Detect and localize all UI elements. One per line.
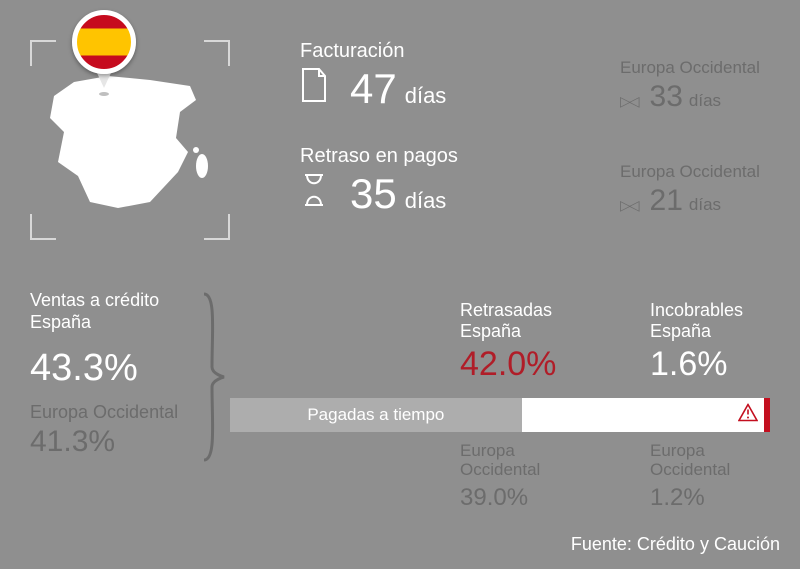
compare-retraso: Europa Occidental ▷◁ 21 días	[620, 162, 760, 218]
spain-map-icon	[40, 52, 220, 232]
late-title: Retrasadas España	[460, 300, 610, 341]
bad-eu-value: 1.2%	[650, 484, 770, 512]
credit-value: 43.3%	[30, 347, 210, 390]
compare-unit: días	[689, 91, 721, 111]
warning-icon	[738, 404, 758, 427]
credit-title-line: España	[30, 312, 91, 332]
text: Europa	[650, 441, 705, 460]
source-prefix: Fuente:	[571, 534, 637, 554]
metric-label: Retraso en pagos	[300, 145, 458, 168]
metric-unit: días	[405, 188, 447, 214]
pin-shadow	[99, 92, 109, 96]
bad-es-block: Incobrables España 1.6%	[650, 300, 770, 384]
compare-arrows-icon: ▷◁	[620, 197, 638, 214]
metric-retraso: Retraso en pagos 35 días	[300, 145, 458, 218]
source-name: Crédito y Caución	[637, 534, 780, 554]
compare-label: Europa Occidental	[620, 162, 760, 182]
credit-title-line: Ventas a crédito	[30, 290, 159, 310]
bar-segment-paid: Pagadas a tiempo	[230, 398, 522, 432]
bar-paid-label: Pagadas a tiempo	[307, 405, 444, 425]
credit-title: Ventas a crédito España	[30, 290, 210, 333]
compare-label: Europa Occidental	[620, 58, 760, 78]
map-frame	[30, 40, 230, 240]
bar-cap	[764, 398, 770, 432]
payment-bar-section: Retrasadas España 42.0% Incobrables Espa…	[230, 300, 770, 512]
bar-bottom-labels: Europa Occidental 39.0% Europa Occidenta…	[230, 442, 770, 511]
bad-es-value: 1.6%	[650, 345, 770, 384]
bad-eu-title: Europa Occidental	[650, 442, 770, 479]
metric-value: 47	[350, 65, 397, 113]
bad-eu-block: Europa Occidental 1.2%	[650, 442, 770, 511]
bar-top-labels: Retrasadas España 42.0% Incobrables Espa…	[230, 300, 770, 384]
late-es-block: Retrasadas España 42.0%	[460, 300, 610, 384]
credit-sub-value: 41.3%	[30, 425, 210, 459]
text: Occidental	[460, 460, 540, 479]
flag-pin	[72, 10, 136, 74]
text: Occidental	[650, 460, 730, 479]
credit-sales-block: Ventas a crédito España 43.3% Europa Occ…	[30, 290, 210, 459]
late-eu-title: Europa Occidental	[460, 442, 610, 479]
document-icon	[300, 67, 328, 108]
compare-value: 33	[650, 80, 683, 114]
payment-bar: Pagadas a tiempo	[230, 398, 770, 432]
compare-unit: días	[689, 195, 721, 215]
late-es-value: 42.0%	[460, 345, 610, 384]
bar-segment-late	[522, 398, 739, 432]
spain-flag-icon	[72, 10, 136, 74]
text: España	[460, 321, 521, 341]
brace-icon	[200, 292, 226, 462]
compare-value: 21	[650, 184, 683, 218]
text: Incobrables	[650, 300, 743, 320]
metric-unit: días	[405, 83, 447, 109]
late-eu-value: 39.0%	[460, 484, 610, 512]
text: Europa	[460, 441, 515, 460]
compare-arrows-icon: ▷◁	[620, 93, 638, 110]
metric-facturacion: Facturación 47 días	[300, 40, 446, 113]
bad-title: Incobrables España	[650, 300, 770, 341]
text: Retrasadas	[460, 300, 552, 320]
compare-facturacion: Europa Occidental ▷◁ 33 días	[620, 58, 760, 114]
metric-label: Facturación	[300, 40, 446, 63]
late-eu-block: Europa Occidental 39.0%	[460, 442, 610, 511]
hourglass-icon	[300, 172, 328, 213]
metric-value: 35	[350, 170, 397, 218]
credit-sub-label: Europa Occidental	[30, 402, 210, 423]
text: España	[650, 321, 711, 341]
source-line: Fuente: Crédito y Caución	[571, 534, 780, 555]
